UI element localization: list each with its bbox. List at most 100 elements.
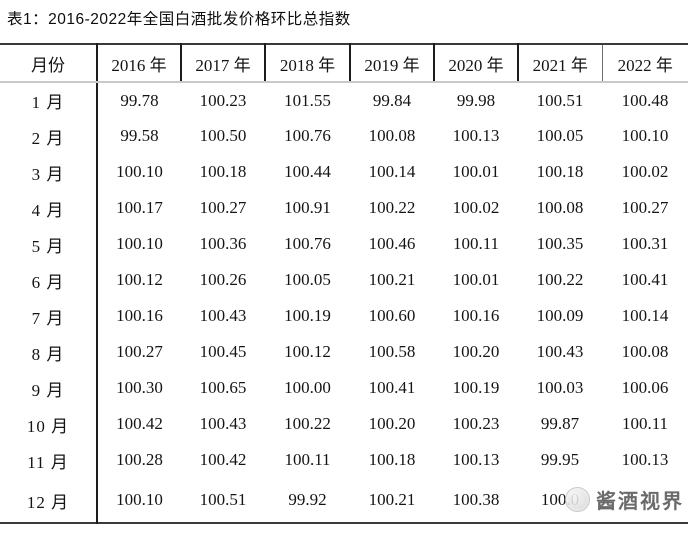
value-cell: 100.22 <box>284 414 331 433</box>
value-cell: 100.91 <box>284 198 331 217</box>
value-cell: 100.60 <box>368 306 416 325</box>
value-cell: 100.01 <box>452 270 500 289</box>
value-cell: 100.03 <box>536 378 584 397</box>
value-cell: 100.22 <box>536 270 584 289</box>
price-index-table: 月份 2016 年 2017 年 2018 年 2019 年 2020 年 2021 年 20… <box>0 43 688 524</box>
value-cell: 100.38 <box>452 490 500 509</box>
value-cell: 101.55 <box>284 90 331 110</box>
month-cell: 7 月 <box>0 298 98 334</box>
value-cell: 100.02 <box>621 162 669 181</box>
value-cell: 100.10 <box>621 126 669 145</box>
value-cell: 100.10 <box>116 162 163 181</box>
table-row: 7 月 100.16 100.43 100.19 100.60 100.16 100.09 1… <box>0 298 688 334</box>
value-cell: 100.50 <box>199 126 247 145</box>
value-cell: 100.00 <box>284 378 331 397</box>
value-cell: 100.11 <box>452 234 500 253</box>
value-cell: 100.10 <box>116 490 163 509</box>
table-row: 12 月 100.10 100.51 99.92 100.21 100.38 100.0 <box>0 478 688 523</box>
value-cell: 100.76 <box>284 126 331 145</box>
table-row: 6 月 100.12 100.26 100.05 100.21 100.01 100.22 1… <box>0 262 688 298</box>
month-cell: 2 月 <box>0 118 98 154</box>
value-cell: 99.92 <box>288 490 327 509</box>
table-row: 11 月 100.28 100.42 100.11 100.18 100.13 99.95 1… <box>0 442 688 478</box>
value-cell: 99.98 <box>456 90 496 110</box>
month-cell: 12 月 <box>0 478 98 523</box>
table-row: 3 月 100.10 100.18 100.44 100.14 100.01 100.18 1… <box>0 154 688 190</box>
value-cell: 99.84 <box>372 90 412 110</box>
month-cell: 3 月 <box>0 154 98 190</box>
value-cell: 99.87 <box>540 414 580 433</box>
table-row: 5 月 100.10 100.36 100.76 100.46 100.11 100.35 1… <box>0 226 688 262</box>
value-cell: 100.13 <box>621 450 669 469</box>
value-cell: 100.45 <box>199 342 247 361</box>
month-cell: 4 月 <box>0 190 98 226</box>
month-cell: 5 月 <box>0 226 98 262</box>
month-cell: 9 月 <box>0 370 98 406</box>
value-cell: 100.51 <box>199 490 247 509</box>
value-cell: 100.28 <box>116 450 163 469</box>
value-cell: 100.16 <box>116 306 163 325</box>
month-cell: 6 月 <box>0 262 98 298</box>
year-header-cell: 2021 年 <box>517 44 602 83</box>
table-body: 1 月 99.78 100.23 101.55 99.84 99.98 100.51 100.… <box>0 82 688 523</box>
value-cell: 100.05 <box>536 126 584 145</box>
value-cell: 100.26 <box>199 270 247 289</box>
value-cell: 100.06 <box>621 378 669 397</box>
value-cell: 100.43 <box>199 414 247 433</box>
month-cell: 1 月 <box>0 82 98 118</box>
value-cell: 100.27 <box>116 342 163 361</box>
value-cell: 100.31 <box>621 234 669 253</box>
value-cell: 100.36 <box>199 234 247 253</box>
value-cell: 100.18 <box>536 162 584 181</box>
value-cell: 100.09 <box>536 306 584 325</box>
year-header-cell: 2017 年 <box>180 44 265 83</box>
value-cell: 100.20 <box>368 414 416 433</box>
table-title: 表1：2016-2022年全国白酒批发价格环比总指数 <box>7 11 351 28</box>
month-cell: 8 月 <box>0 334 98 370</box>
year-header-cell: 2022 年 <box>601 44 688 83</box>
table-row: 8 月 100.27 100.45 100.12 100.58 100.20 100.43 1… <box>0 334 688 370</box>
value-cell: 100.21 <box>368 490 416 509</box>
value-cell: 100.14 <box>621 306 669 325</box>
value-cell: 100.12 <box>116 270 163 289</box>
value-cell: 99.95 <box>540 450 580 469</box>
value-cell: 100.27 <box>199 198 247 217</box>
value-cell: 100.02 <box>452 198 500 217</box>
value-cell: 100.46 <box>368 234 416 253</box>
value-cell: 100.42 <box>116 414 163 433</box>
value-cell: 100.65 <box>199 378 247 397</box>
value-cell: 100.35 <box>536 234 584 253</box>
table-row: 4 月 100.17 100.27 100.91 100.22 100.02 100.08 1… <box>0 190 688 226</box>
value-cell: 100.0 <box>540 490 580 509</box>
value-cell: 100.08 <box>368 126 416 145</box>
value-cell: 100.12 <box>284 342 331 361</box>
value-cell: 100.42 <box>199 450 247 469</box>
value-cell: 100.19 <box>452 378 500 397</box>
value-cell: 100.23 <box>452 414 500 433</box>
value-cell: 100.51 <box>536 90 584 110</box>
value-cell: 100.05 <box>284 270 331 289</box>
value-cell: 100.19 <box>284 306 331 325</box>
value-cell: 100.20 <box>452 342 500 361</box>
value-cell: 100.18 <box>199 162 247 181</box>
value-cell: 100.17 <box>116 198 163 217</box>
value-cell <box>602 478 688 523</box>
value-cell: 99.78 <box>120 90 159 110</box>
value-cell: 100.08 <box>536 198 584 217</box>
value-cell: 100.13 <box>452 126 500 145</box>
value-cell: 100.30 <box>116 378 163 397</box>
year-header-cell: 2019 年 <box>349 44 434 83</box>
year-header-cell: 2016 年 <box>97 44 181 83</box>
value-cell: 100.41 <box>368 378 416 397</box>
table-row: 10 月 100.42 100.43 100.22 100.20 100.23 99.87 1… <box>0 406 688 442</box>
value-cell: 100.13 <box>452 450 500 469</box>
value-cell: 100.10 <box>116 234 163 253</box>
value-cell: 100.14 <box>368 162 416 181</box>
value-cell: 100.21 <box>368 270 416 289</box>
value-cell: 100.23 <box>199 90 247 110</box>
value-cell: 100.58 <box>368 342 416 361</box>
value-cell: 100.76 <box>284 234 331 253</box>
table-row: 9 月 100.30 100.65 100.00 100.41 100.19 100.03 1… <box>0 370 688 406</box>
value-cell: 100.41 <box>621 270 669 289</box>
